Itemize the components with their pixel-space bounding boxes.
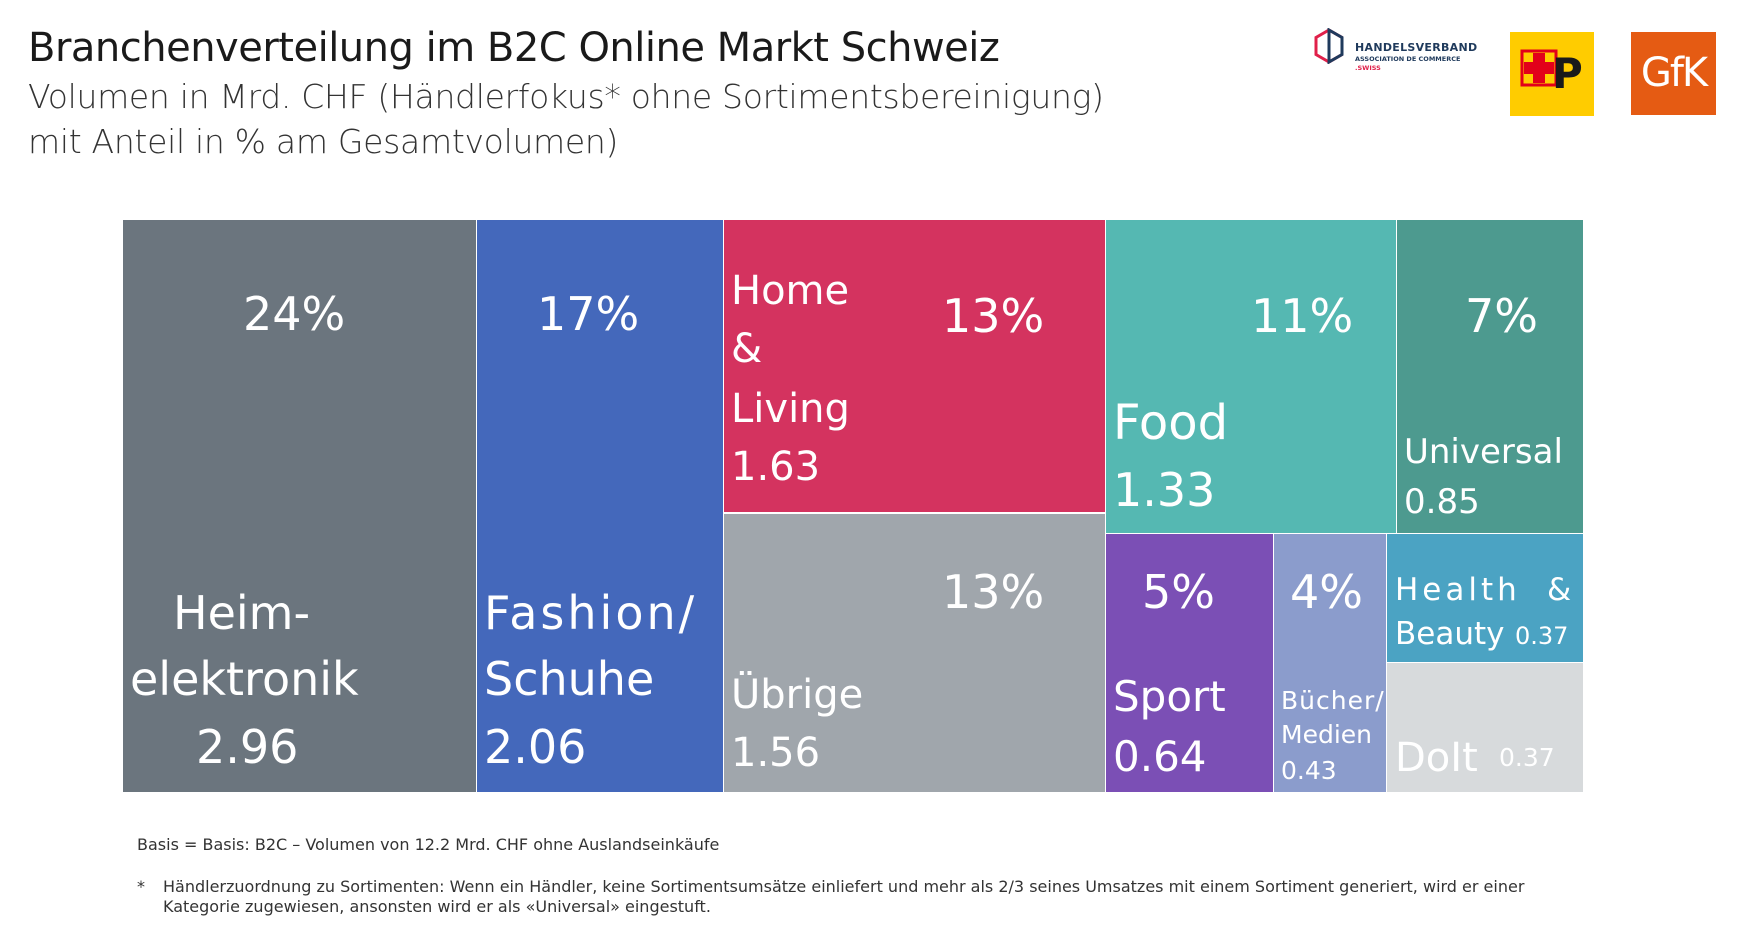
chart-title: Branchenverteilung im B2C Online Markt S…	[28, 25, 1000, 71]
footer-note: * Händlerzuordnung zu Sortimenten: Wenn …	[137, 877, 1537, 917]
gfk-logo: GfK	[1631, 32, 1716, 115]
tile-buecher-label-1: Bücher/	[1281, 686, 1385, 715]
post-letter: P	[1552, 49, 1583, 98]
tile-universal-percent: 7%	[1465, 289, 1538, 343]
tile-heimelektronik-label-2: elektronik	[130, 652, 359, 706]
tile-fashion-label-2: Schuhe	[484, 652, 655, 706]
tile-uebrige-percent: 13%	[942, 565, 1045, 619]
handelsverband-name: HANDELSVERBAND	[1355, 41, 1478, 54]
footer-note-marker: *	[137, 877, 145, 896]
tile-buecher-label-2: Medien	[1281, 720, 1372, 749]
tile-home-living-value: 1.63	[731, 444, 821, 490]
tile-fashion-value: 2.06	[484, 720, 587, 774]
tile-sport-label: Sport	[1113, 672, 1226, 721]
tile-home-living-label-3: Living	[731, 386, 850, 432]
tile-sport-percent: 5%	[1142, 565, 1215, 619]
handelsverband-subname: ASSOCIATION DE COMMERCE	[1355, 55, 1461, 63]
tile-home-living-label-1: Home	[731, 268, 850, 314]
tile-buecher-medien: 4% Bücher/ Medien 0.43	[1274, 534, 1386, 792]
tile-uebrige-value: 1.56	[731, 730, 821, 776]
tile-heimelektronik-percent: 24%	[243, 287, 346, 341]
tile-home-living: 13% Home & Living 1.63	[724, 220, 1105, 512]
tile-health-beauty: Health & Beauty 0.37	[1387, 534, 1583, 662]
tile-home-living-percent: 13%	[942, 289, 1045, 343]
tile-fashion-percent: 17%	[537, 287, 640, 341]
tile-universal-label: Universal	[1404, 432, 1563, 472]
tile-buecher-value: 0.43	[1281, 756, 1337, 785]
handelsverband-domain: .SWISS	[1355, 64, 1381, 72]
post-logo: P	[1510, 32, 1594, 116]
tile-food-value: 1.33	[1113, 463, 1216, 517]
tile-health-value: 0.37	[1515, 622, 1569, 650]
tile-heimelektronik-label-1: Heim-	[173, 586, 311, 640]
footer-note-text: Händlerzuordnung zu Sortimenten: Wenn ei…	[163, 877, 1525, 916]
handelsverband-logo: HANDELSVERBAND ASSOCIATION DE COMMERCE .…	[1313, 28, 1493, 80]
tile-doit: DoIt 0.37	[1387, 663, 1583, 792]
chart-subtitle: Volumen in Mrd. CHF (Händlerfokus* ohne …	[28, 74, 1104, 164]
subtitle-line-2: mit Anteil in % am Gesamtvolumen)	[28, 122, 619, 161]
tile-sport: 5% Sport 0.64	[1106, 534, 1273, 792]
tile-health-label-3: Beauty	[1395, 616, 1505, 652]
subtitle-line-1: Volumen in Mrd. CHF (Händlerfokus* ohne …	[28, 77, 1104, 116]
post-cross-icon: P	[1520, 49, 1583, 98]
tile-food-label: Food	[1113, 395, 1229, 451]
hexagon-icon	[1314, 28, 1344, 64]
tile-sport-value: 0.64	[1113, 732, 1207, 781]
tile-health-label-2: &	[1547, 572, 1572, 608]
tile-universal-value: 0.85	[1404, 482, 1480, 522]
tile-uebrige-label: Übrige	[731, 672, 864, 718]
tile-heimelektronik: 24% Heim- elektronik 2.96	[123, 220, 476, 792]
tile-fashion-label-1: Fashion/	[484, 586, 698, 640]
tile-health-label-1: Health	[1395, 572, 1521, 608]
tile-doit-value: 0.37	[1499, 743, 1555, 772]
tile-doit-label: DoIt	[1395, 735, 1478, 781]
tile-food-percent: 11%	[1251, 289, 1354, 343]
footer-basis: Basis = Basis: B2C – Volumen von 12.2 Mr…	[137, 835, 720, 854]
tile-universal: 7% Universal 0.85	[1397, 220, 1583, 533]
tile-fashion: 17% Fashion/ Schuhe 2.06	[477, 220, 723, 792]
tile-uebrige: 13% Übrige 1.56	[724, 514, 1105, 792]
tile-food: 11% Food 1.33	[1106, 220, 1396, 533]
tile-heimelektronik-value: 2.96	[196, 720, 299, 774]
tile-buecher-percent: 4%	[1290, 565, 1363, 619]
tile-home-living-label-2: &	[731, 326, 763, 372]
